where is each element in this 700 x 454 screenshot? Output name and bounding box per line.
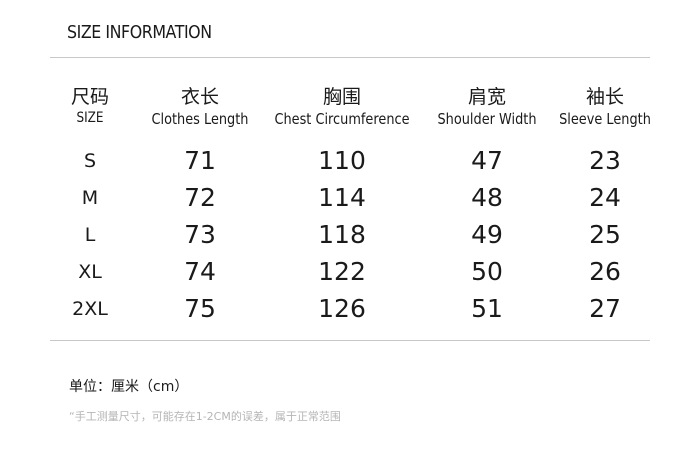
column-header-en: Chest Circumference xyxy=(274,110,410,128)
table-cell: 48 xyxy=(471,183,503,212)
column-header-en: Clothes Length xyxy=(151,110,249,128)
table-cell: 110 xyxy=(318,146,366,175)
table-cell: 122 xyxy=(318,257,366,286)
column-header-zh: 衣长 xyxy=(180,86,219,108)
table-cell: 72 xyxy=(184,183,216,212)
table-cell: 118 xyxy=(318,220,366,249)
table-cell: 126 xyxy=(318,294,366,323)
table-cell: 74 xyxy=(184,257,216,286)
size-label: M xyxy=(81,187,99,209)
table-cell: 24 xyxy=(589,183,621,212)
bottom-divider xyxy=(50,340,650,341)
table-cell: 49 xyxy=(471,220,503,249)
table-cell: 73 xyxy=(184,220,216,249)
table-cell: 114 xyxy=(318,183,366,212)
size-label: L xyxy=(84,224,96,246)
table-cell: 71 xyxy=(184,146,216,175)
table-cell: 47 xyxy=(471,146,503,175)
table-cell: 51 xyxy=(471,294,503,323)
column-header-en: SIZE xyxy=(76,110,104,126)
table-cell: 75 xyxy=(184,294,216,323)
column-header-zh: 尺码 xyxy=(70,86,109,108)
measurement-note: “手工测量尺寸，可能存在1-2CM的误差，属于正常范围 xyxy=(69,410,341,423)
column-header-zh: 胸围 xyxy=(322,86,361,108)
column-header-zh: 肩宽 xyxy=(467,86,506,108)
unit-label: 单位：厘米（cm） xyxy=(69,379,189,395)
size-label: S xyxy=(83,150,97,172)
page-title: SIZE INFORMATION xyxy=(67,22,212,43)
column-header-zh: 袖长 xyxy=(585,86,624,108)
table-cell: 25 xyxy=(589,220,621,249)
column-header-en: Shoulder Width xyxy=(437,110,537,128)
column-header-en: Sleeve Length xyxy=(559,110,651,128)
table-cell: 27 xyxy=(589,294,621,323)
size-label: 2XL xyxy=(72,298,108,320)
table-cell: 26 xyxy=(589,257,621,286)
size-label: XL xyxy=(78,261,102,283)
table-cell: 50 xyxy=(471,257,503,286)
table-cell: 23 xyxy=(589,146,621,175)
top-divider xyxy=(50,57,650,58)
